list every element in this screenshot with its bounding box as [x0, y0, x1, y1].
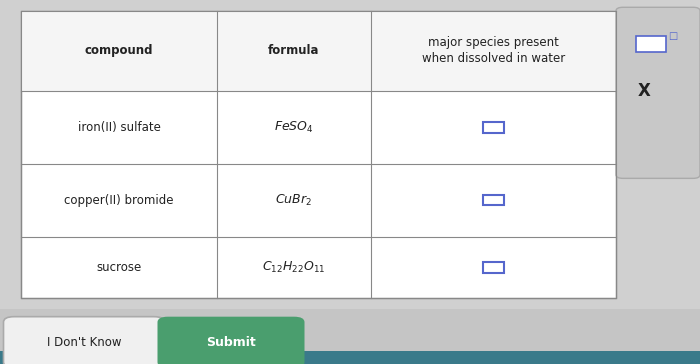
Text: iron(II) sulfate: iron(II) sulfate	[78, 121, 160, 134]
Text: I Don't Know: I Don't Know	[47, 336, 121, 349]
Text: X: X	[638, 82, 650, 100]
Text: copper(II) bromide: copper(II) bromide	[64, 194, 174, 207]
Text: sucrose: sucrose	[97, 261, 141, 274]
Text: C$_{12}$H$_{22}$O$_{11}$: C$_{12}$H$_{22}$O$_{11}$	[262, 260, 326, 275]
Text: formula: formula	[268, 44, 320, 58]
Text: Submit: Submit	[206, 336, 256, 349]
Text: CuBr$_{2}$: CuBr$_{2}$	[276, 193, 312, 208]
FancyBboxPatch shape	[4, 317, 164, 364]
FancyBboxPatch shape	[484, 262, 504, 273]
FancyBboxPatch shape	[484, 122, 504, 132]
Text: major species present
when dissolved in water: major species present when dissolved in …	[422, 36, 565, 66]
FancyBboxPatch shape	[484, 195, 504, 205]
FancyBboxPatch shape	[0, 309, 700, 351]
Text: compound: compound	[85, 44, 153, 58]
FancyBboxPatch shape	[158, 317, 304, 364]
FancyBboxPatch shape	[616, 7, 700, 178]
FancyBboxPatch shape	[0, 351, 700, 364]
FancyBboxPatch shape	[636, 36, 666, 52]
FancyBboxPatch shape	[21, 11, 616, 298]
Text: □: □	[668, 31, 678, 41]
Text: FeSO$_{4}$: FeSO$_{4}$	[274, 120, 314, 135]
FancyBboxPatch shape	[21, 11, 616, 91]
